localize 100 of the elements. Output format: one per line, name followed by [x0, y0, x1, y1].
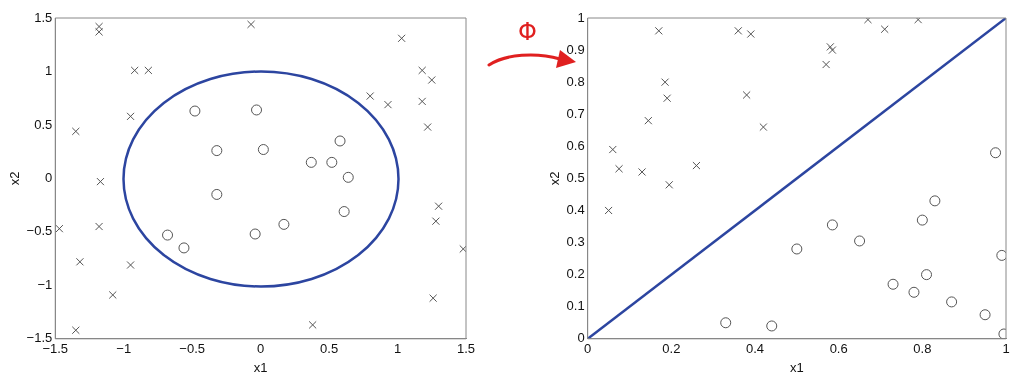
y-axis-title: x2	[547, 171, 563, 186]
point	[308, 320, 317, 329]
y-tick-label: 0.1	[566, 298, 585, 314]
point	[916, 214, 928, 226]
x-tick-label: 0.8	[913, 341, 932, 357]
y-tick-label: 0.8	[566, 73, 585, 89]
point	[247, 20, 256, 29]
point	[661, 78, 670, 87]
y-tick-label: 1.5	[34, 9, 53, 25]
point	[828, 46, 837, 55]
point	[71, 326, 80, 335]
point	[305, 156, 317, 168]
point	[189, 105, 201, 117]
y-tick-label: −1	[37, 276, 53, 292]
x-tick-label: 0.6	[829, 341, 848, 357]
point	[826, 42, 835, 51]
point	[431, 217, 440, 226]
y-tick-label: 0	[45, 169, 53, 185]
point	[71, 127, 80, 136]
point	[249, 228, 261, 240]
point	[654, 26, 663, 35]
point	[979, 309, 991, 321]
point	[427, 75, 436, 85]
point	[921, 269, 933, 281]
point	[929, 195, 941, 207]
point	[126, 112, 135, 121]
point	[397, 34, 406, 43]
x-tick-label: 1	[393, 341, 402, 357]
point	[604, 206, 613, 215]
point	[887, 278, 899, 290]
point	[418, 97, 427, 106]
point	[908, 286, 920, 298]
point	[822, 60, 831, 69]
point	[746, 30, 755, 39]
point	[144, 66, 153, 75]
point	[278, 218, 290, 230]
y-tick-label: 1	[45, 63, 53, 79]
x-axis-title: x1	[253, 359, 268, 375]
y-tick-label: 0.9	[566, 41, 585, 57]
text: Φ	[518, 18, 537, 46]
point	[854, 235, 866, 247]
x-tick-label: 1.5	[456, 341, 476, 357]
x-tick-label: −1	[116, 341, 132, 357]
point	[644, 116, 653, 125]
point	[366, 92, 375, 101]
point	[162, 229, 174, 241]
point	[742, 90, 751, 100]
point	[459, 244, 466, 254]
point	[257, 144, 269, 156]
x-tick-label: 0.2	[662, 341, 681, 357]
x-tick-label: 1	[1002, 341, 1010, 357]
point	[434, 202, 443, 211]
point	[326, 156, 338, 168]
point	[108, 290, 117, 299]
y-tick-label: 0.6	[566, 137, 585, 153]
y-tick-label: 0.7	[566, 105, 585, 121]
point	[826, 219, 838, 231]
point	[734, 26, 743, 35]
point	[96, 177, 105, 186]
point	[665, 180, 674, 189]
point	[75, 257, 84, 266]
point	[766, 320, 778, 332]
x-tick-label: 0.4	[745, 341, 765, 357]
point	[791, 243, 803, 255]
point	[342, 171, 354, 183]
y-axis-title: x2	[7, 171, 23, 186]
point	[990, 147, 1002, 159]
point	[178, 242, 190, 254]
point	[338, 206, 350, 218]
y-tick-label: 0.3	[566, 234, 585, 250]
point	[211, 145, 223, 157]
point	[418, 66, 427, 75]
y-tick-label: 0.5	[34, 116, 53, 132]
point	[663, 94, 672, 103]
point	[383, 100, 392, 109]
point	[55, 224, 64, 233]
point	[423, 123, 432, 132]
x-axis-title: x1	[789, 359, 804, 375]
point	[608, 145, 617, 154]
point	[211, 188, 223, 200]
x-tick-label: −0.5	[179, 341, 206, 357]
x-tick-label: 0	[257, 341, 265, 357]
point	[126, 260, 135, 270]
y-tick-label: 0.2	[566, 266, 585, 282]
y-tick-label: 0	[577, 330, 585, 346]
x-tick-label: 0.5	[320, 341, 339, 357]
point	[946, 296, 958, 308]
point	[615, 164, 624, 173]
y-tick-label: 0.4	[566, 202, 585, 218]
point	[95, 222, 104, 231]
point	[638, 167, 647, 177]
point	[759, 123, 768, 132]
point	[334, 135, 346, 147]
point	[251, 104, 263, 116]
point	[692, 161, 701, 170]
point	[880, 25, 889, 34]
point	[130, 66, 139, 75]
y-tick-label: 1	[577, 9, 585, 25]
y-tick-label: 0.5	[566, 169, 585, 185]
point	[720, 317, 732, 329]
